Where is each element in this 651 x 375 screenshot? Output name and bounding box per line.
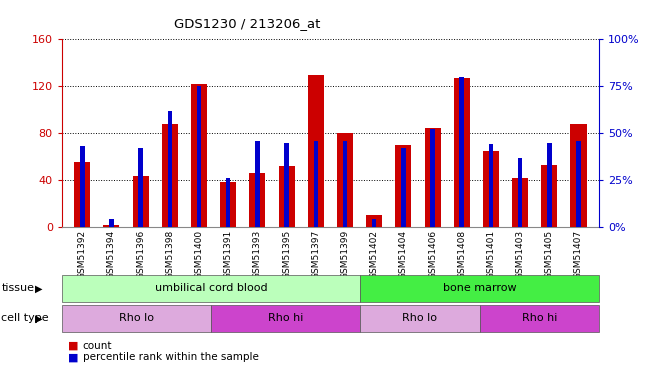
Bar — [191, 84, 207, 227]
Bar — [104, 225, 120, 227]
Bar — [249, 173, 266, 227]
Bar — [570, 124, 587, 227]
Text: percentile rank within the sample: percentile rank within the sample — [83, 352, 258, 362]
Bar — [284, 142, 289, 227]
Bar — [133, 177, 148, 227]
Bar — [372, 219, 376, 227]
Bar — [512, 178, 528, 227]
Text: tissue: tissue — [1, 284, 35, 293]
Text: Rho hi: Rho hi — [268, 314, 303, 323]
Bar — [197, 86, 201, 227]
Bar — [395, 145, 411, 227]
Bar — [162, 124, 178, 227]
Bar — [483, 151, 499, 227]
Bar — [314, 141, 318, 227]
Bar — [541, 165, 557, 227]
Bar — [401, 148, 406, 227]
Text: Rho lo: Rho lo — [402, 314, 437, 323]
Bar — [308, 75, 324, 227]
Bar — [454, 78, 470, 227]
Bar — [342, 141, 347, 227]
Bar — [460, 77, 464, 227]
Bar — [80, 146, 85, 227]
Bar — [489, 144, 493, 227]
Bar — [226, 178, 230, 227]
Text: count: count — [83, 341, 112, 351]
Bar — [518, 158, 522, 227]
Bar — [547, 142, 551, 227]
Text: bone marrow: bone marrow — [443, 284, 516, 293]
Bar — [255, 141, 260, 227]
Bar — [424, 128, 441, 227]
Bar — [366, 215, 382, 227]
Text: ■: ■ — [68, 352, 79, 362]
Bar — [279, 166, 295, 227]
Text: ▶: ▶ — [35, 314, 43, 323]
Bar — [576, 141, 581, 227]
Text: Rho hi: Rho hi — [521, 314, 557, 323]
Bar — [430, 129, 435, 227]
Text: ■: ■ — [68, 341, 79, 351]
Bar — [74, 162, 90, 227]
Text: Rho lo: Rho lo — [119, 314, 154, 323]
Text: umbilical cord blood: umbilical cord blood — [155, 284, 268, 293]
Text: cell type: cell type — [1, 314, 49, 323]
Bar — [139, 148, 143, 227]
Bar — [167, 111, 172, 227]
Bar — [337, 133, 353, 227]
Bar — [109, 219, 114, 227]
Bar — [220, 182, 236, 227]
Text: GDS1230 / 213206_at: GDS1230 / 213206_at — [174, 17, 320, 30]
Text: ▶: ▶ — [35, 284, 43, 293]
